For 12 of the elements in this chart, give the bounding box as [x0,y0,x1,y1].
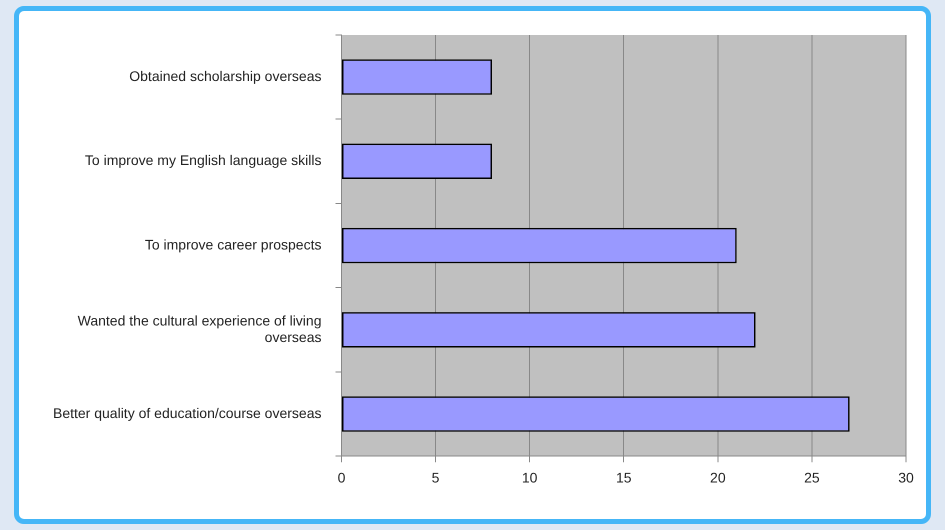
y-tick-label: Better quality of education/course overseas [52,404,322,421]
x-tick-label: 10 [522,469,538,486]
x-tick-label: 20 [710,469,726,486]
y-tick-label: Wanted the cultural experience of living overseas [78,312,322,346]
y-tick-label: Obtained scholarship overseas [129,68,322,84]
x-tick-label: 25 [804,469,820,486]
y-tick-label: To improve my English language skills [84,152,322,168]
x-tick-label: 30 [898,469,914,486]
x-tick-label: 0 [338,469,346,486]
x-tick-label: 15 [616,469,632,486]
x-tick-label: 5 [432,469,440,486]
y-tick-label: To improve career prospects [144,236,322,252]
